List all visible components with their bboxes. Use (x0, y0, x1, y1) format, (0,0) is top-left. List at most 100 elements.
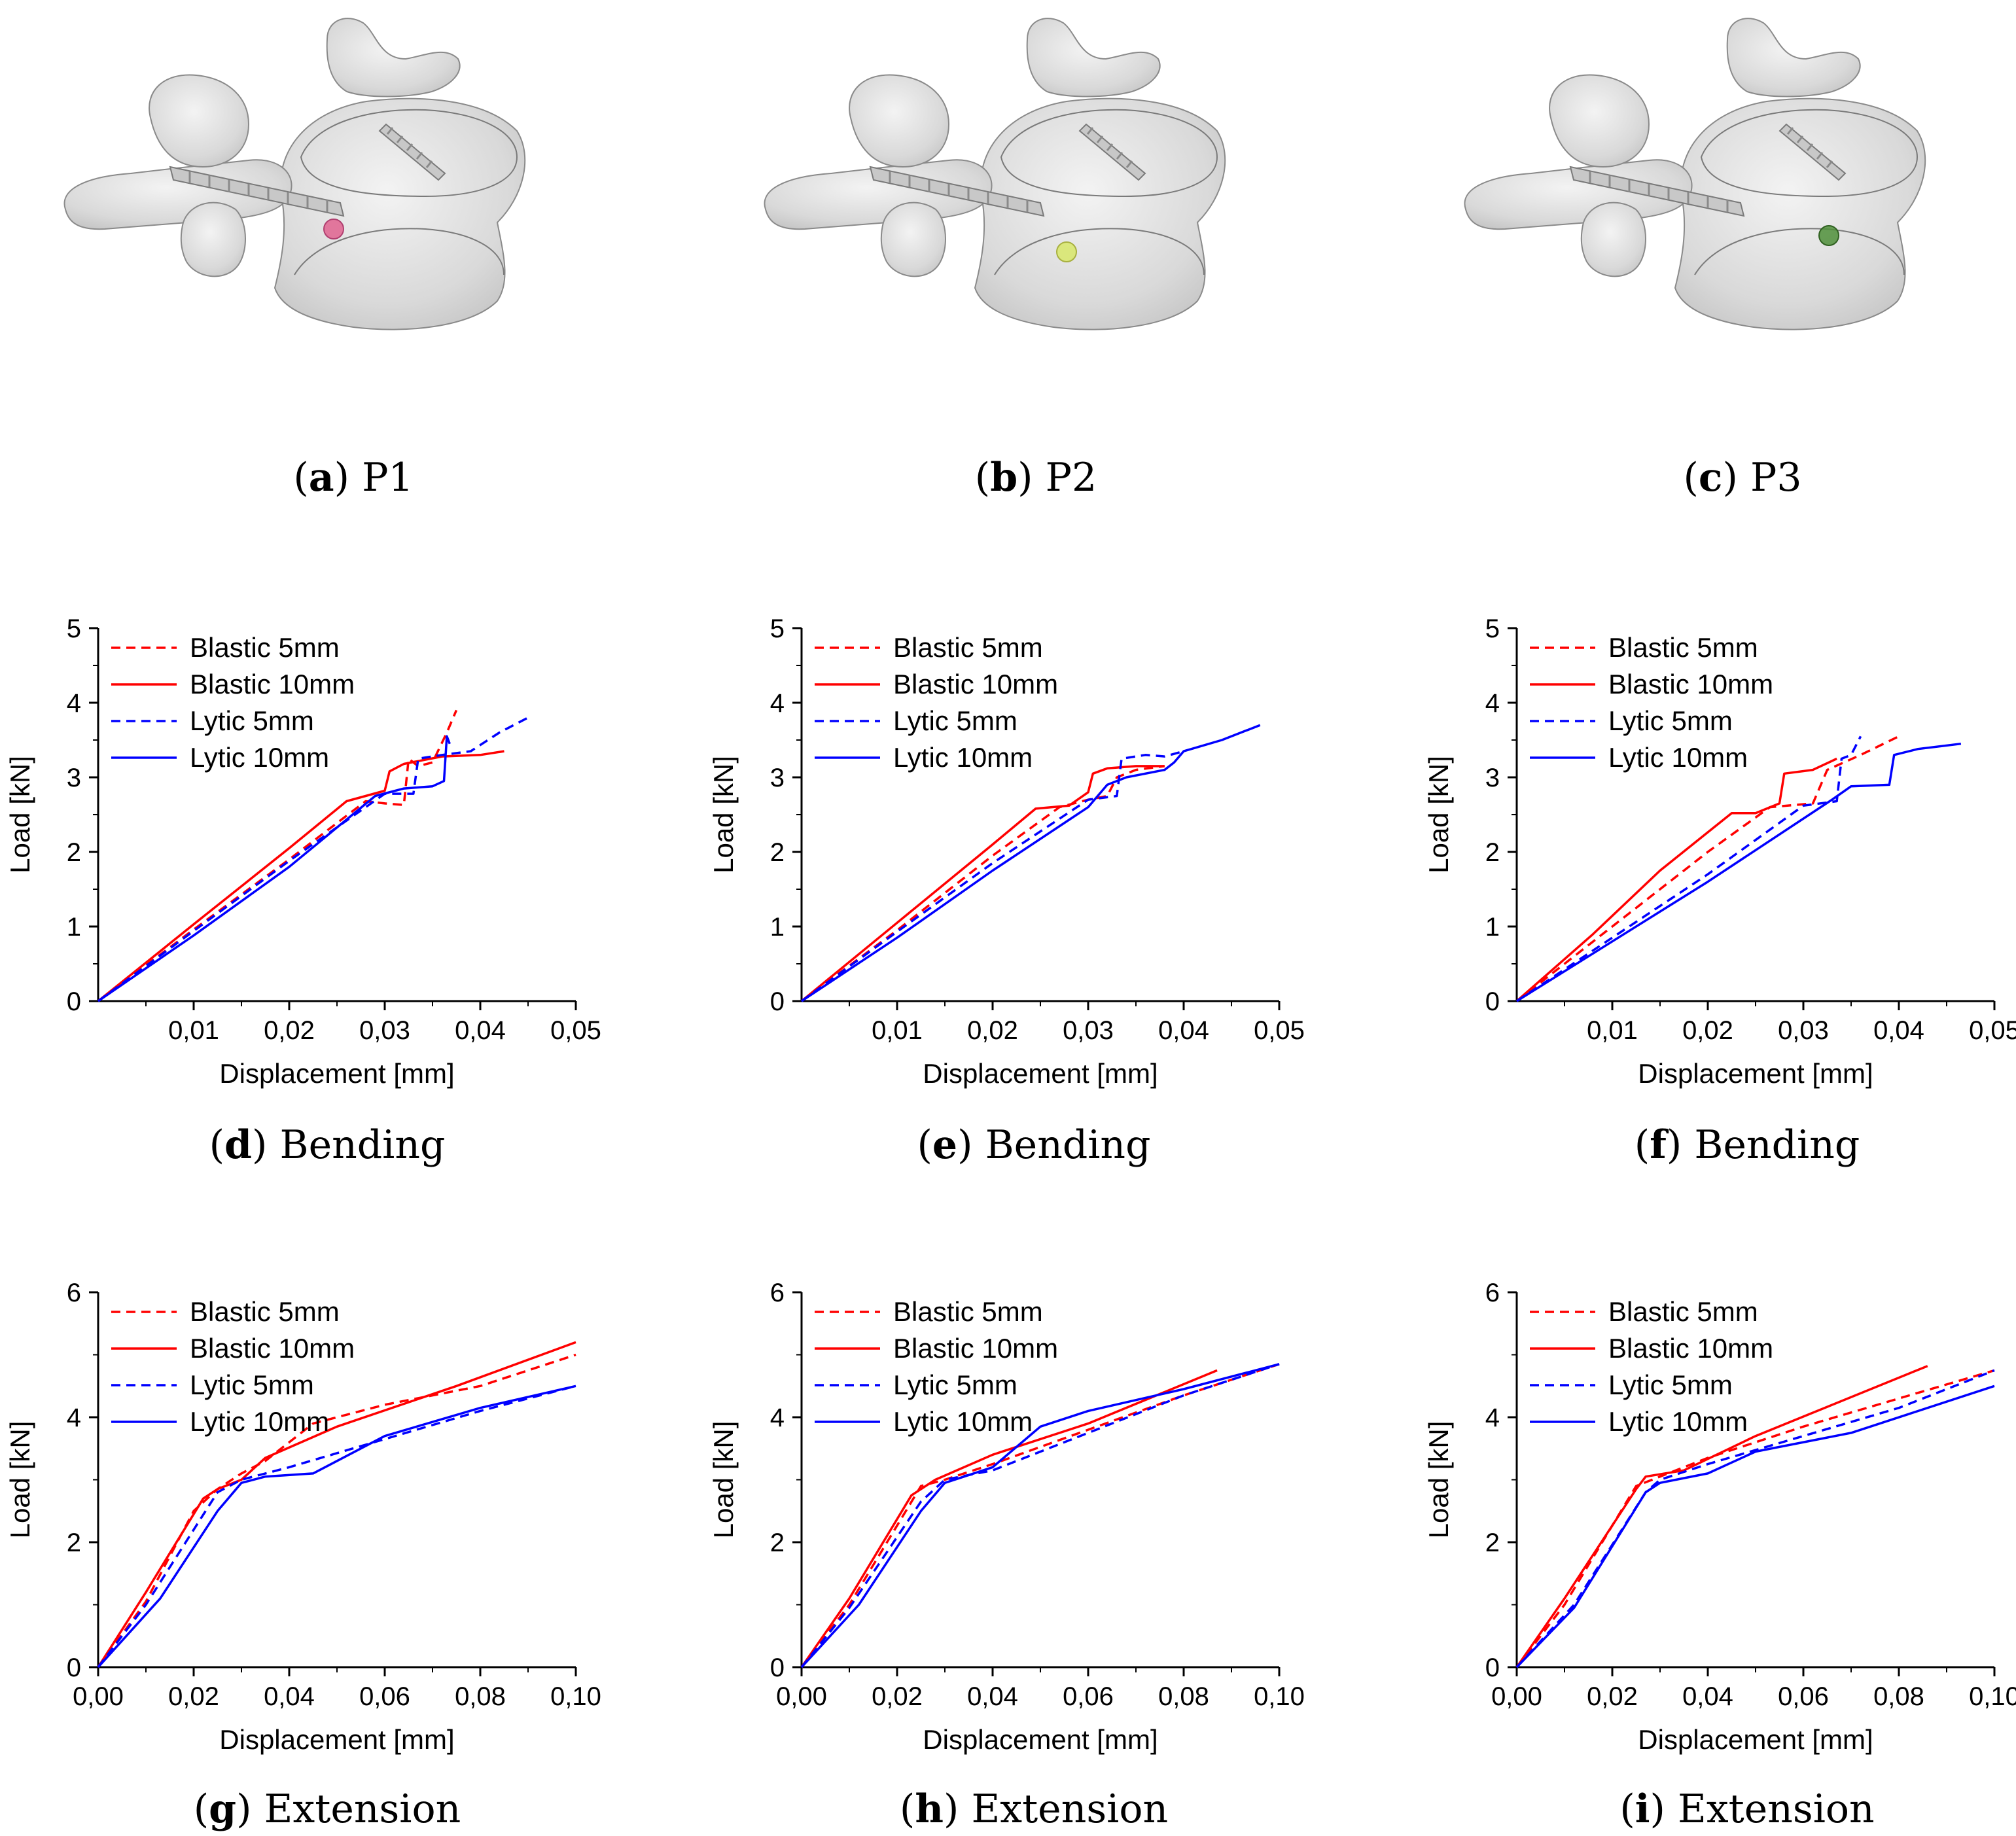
caption-h: (h) Extension (900, 1786, 1168, 1832)
series-line-lytic-10mm (1515, 1385, 1995, 1668)
lesion-marker (1818, 225, 1839, 246)
caption-b-text: P2 (1046, 455, 1097, 501)
series-line-lytic-10mm (97, 735, 451, 1002)
y-tick-label: 2 (1485, 838, 1500, 867)
series-line-lytic-5mm (800, 750, 1184, 1002)
caption-text: Bending (985, 1122, 1151, 1168)
pedicle-screw-threads (1589, 171, 1729, 212)
vertebra-spinous (1726, 18, 1861, 97)
caption-b: (b) P2 (975, 455, 1097, 501)
caption-b-letter: b (990, 455, 1017, 501)
pedicle-screw (869, 166, 1045, 217)
x-tick-label: 0,00 (73, 1682, 124, 1711)
x-tick-label: 0,08 (1873, 1682, 1924, 1711)
x-tick-label: 0,02 (168, 1682, 219, 1711)
vertebra-body (274, 97, 526, 330)
y-tick-label: 2 (770, 1528, 785, 1557)
series-line-blastic-5mm (97, 1353, 576, 1668)
x-tick-label: 0,03 (1778, 1016, 1829, 1045)
y-tick-label: 0 (67, 1653, 81, 1682)
caption-c: (c) P3 (1684, 455, 1802, 501)
pedicle-screw-threads (188, 171, 328, 212)
series-line-lytic-10mm (97, 1385, 576, 1668)
x-tick-label: 0,08 (1158, 1682, 1209, 1711)
x-tick-label: 0,02 (1682, 1016, 1733, 1045)
caption-text: Bending (1694, 1122, 1860, 1168)
legend-label: Lytic 10mm (893, 742, 1033, 773)
y-tick-label: 1 (770, 913, 785, 942)
x-axis-label: Displacement [mm] (1638, 1724, 1873, 1755)
y-axis-label: Load [kN] (708, 756, 739, 874)
vertebra-pedicle (149, 74, 250, 168)
caption-i: (i) Extension (1619, 1786, 1874, 1832)
pedicle-screw-threads (889, 171, 1029, 212)
series-line-blastic-10mm (97, 1341, 576, 1668)
vertebra-pedicle (1549, 74, 1650, 168)
charts: 0 1 2 3 4 5 0,01 0,02 0,03 0,04 0,05 Displacement [… (5, 614, 2016, 1832)
chart-g: 0 2 4 6 0,00 0,02 0,04 0,06 0,08 0,10 Displacement… (5, 1279, 601, 1832)
vertebra-spinous (326, 18, 461, 97)
x-tick-label: 0,06 (359, 1682, 410, 1711)
legend-label: Blastic 10mm (1608, 1333, 1773, 1364)
series-line-blastic-5mm (1515, 735, 1900, 1002)
caption-g: (g) Extension (194, 1786, 461, 1832)
x-tick-label: 0,04 (1682, 1682, 1733, 1711)
x-tick-label: 0,05 (1969, 1016, 2016, 1045)
x-axis-label: Displacement [mm] (923, 1724, 1158, 1755)
vertebra-endplate (300, 109, 518, 198)
vertebra-lower-lobe (180, 202, 246, 277)
pedicle-screw (1569, 166, 1745, 217)
series-line-blastic-10mm (1515, 757, 1837, 1002)
y-tick-label: 0 (67, 987, 81, 1016)
series-line-blastic-5mm (800, 1363, 1280, 1668)
y-tick-label: 3 (770, 764, 785, 792)
x-tick-label: 0,04 (455, 1016, 506, 1045)
series-line-blastic-5mm (1515, 1369, 1995, 1668)
caption-letter: e (932, 1122, 957, 1168)
legend-label: Blastic 5mm (1608, 632, 1758, 663)
vertebra-body-outline (994, 228, 1205, 275)
caption-letter: f (1650, 1122, 1669, 1168)
y-axis-label: Load [kN] (708, 1421, 739, 1539)
y-axis-label: Load [kN] (1423, 756, 1454, 874)
y-tick-label: 6 (67, 1279, 81, 1307)
x-axis-label: Displacement [mm] (1638, 1058, 1873, 1089)
chart-i: 0 2 4 6 0,00 0,02 0,04 0,06 0,08 0,10 Displacement… (1423, 1279, 2016, 1832)
x-tick-label: 0,06 (1778, 1682, 1829, 1711)
x-tick-label: 0,03 (359, 1016, 410, 1045)
vertebra-body-outline (1694, 228, 1905, 275)
pedicle-screw-2-threads (1786, 127, 1833, 168)
legend-label: Blastic 10mm (190, 669, 355, 699)
caption-a-text: P1 (362, 455, 414, 501)
pedicle-screw-2-threads (386, 127, 433, 168)
vertebra-panel-c (1464, 18, 1926, 330)
legend-label: Lytic 5mm (893, 1369, 1017, 1400)
y-tick-label: 0 (770, 1653, 785, 1682)
series-line-blastic-10mm (800, 1369, 1218, 1668)
pedicle-screw-2-threads (1086, 127, 1133, 168)
y-tick-label: 6 (770, 1279, 785, 1307)
legend-label: Lytic 5mm (190, 705, 314, 736)
legend-label: Lytic 5mm (1608, 705, 1733, 736)
y-tick-label: 2 (67, 1528, 81, 1557)
caption-text: Extension (1678, 1786, 1875, 1832)
y-axis-label: Load [kN] (5, 756, 35, 874)
x-tick-label: 0,00 (776, 1682, 827, 1711)
vertebra-body (1674, 97, 1926, 330)
y-axis-label: Load [kN] (5, 1421, 35, 1539)
vertebra-panel-b (764, 18, 1226, 330)
series-line-blastic-10mm (97, 750, 504, 1002)
legend-label: Blastic 10mm (893, 669, 1058, 699)
legend-label: Blastic 5mm (893, 632, 1043, 663)
x-tick-label: 0,10 (1254, 1682, 1305, 1711)
y-tick-label: 4 (770, 689, 785, 718)
vertebra-body (974, 97, 1226, 330)
vertebra-lower-lobe (880, 202, 946, 277)
y-tick-label: 2 (67, 838, 81, 867)
legend-label: Lytic 10mm (1608, 742, 1748, 773)
y-tick-label: 1 (1485, 913, 1500, 942)
x-tick-label: 0,05 (1254, 1016, 1305, 1045)
legend-label: Blastic 5mm (1608, 1296, 1758, 1327)
vertebra-lower-lobe (1580, 202, 1646, 277)
